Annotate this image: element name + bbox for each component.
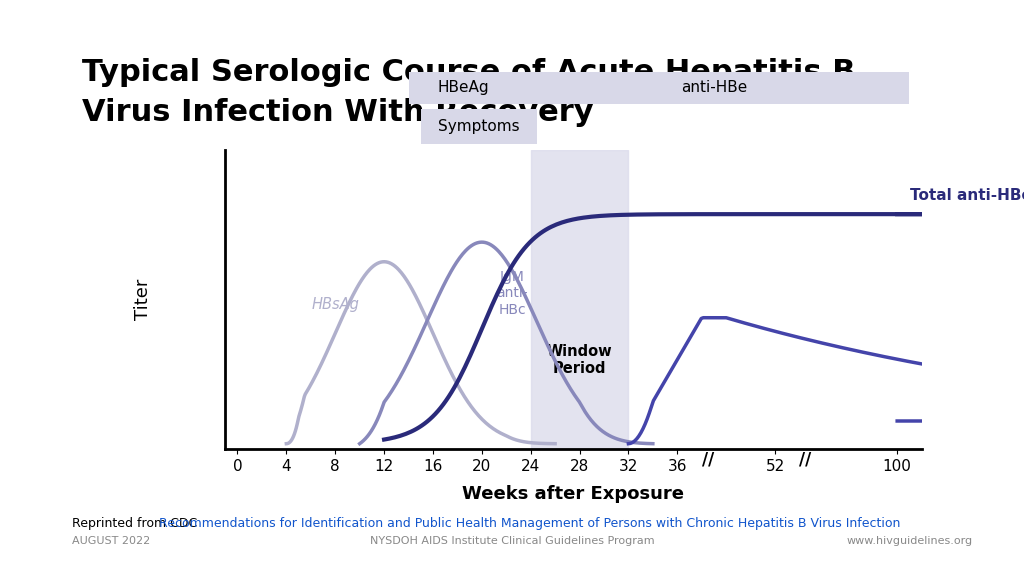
Text: CLINICAL
GUIDELINES
PROGRAM: CLINICAL GUIDELINES PROGRAM: [924, 43, 993, 76]
Bar: [530, 150, 629, 449]
Text: Total anti-HBc: Total anti-HBc: [910, 188, 1024, 203]
Text: //: //: [701, 450, 714, 469]
Text: Window
Period: Window Period: [547, 343, 612, 376]
Text: HBsAg: HBsAg: [311, 297, 359, 312]
X-axis label: Weeks after Exposure: Weeks after Exposure: [463, 485, 684, 503]
Text: Reprinted from CDC: Reprinted from CDC: [72, 517, 201, 530]
Text: AUGUST 2022: AUGUST 2022: [72, 536, 150, 546]
Text: Symptoms: Symptoms: [438, 119, 519, 134]
Text: NYSDOH AIDS Institute Clinical Guidelines Program: NYSDOH AIDS Institute Clinical Guideline…: [370, 536, 654, 546]
Text: HBeAg: HBeAg: [437, 80, 489, 96]
Text: Typical Serologic Course of Acute Hepatitis B: Typical Serologic Course of Acute Hepati…: [82, 58, 855, 86]
Text: Virus Infection With Recovery: Virus Infection With Recovery: [82, 98, 594, 127]
Text: Titer: Titer: [134, 279, 153, 320]
Text: IgM
anti-
HBc: IgM anti- HBc: [497, 270, 528, 317]
Text: anti-HBe: anti-HBe: [681, 80, 748, 96]
Text: Recommendations for Identification and Public Health Management of Persons with : Recommendations for Identification and P…: [159, 517, 900, 530]
Text: //: //: [800, 450, 812, 469]
Text: www.hivguidelines.org: www.hivguidelines.org: [847, 536, 973, 546]
